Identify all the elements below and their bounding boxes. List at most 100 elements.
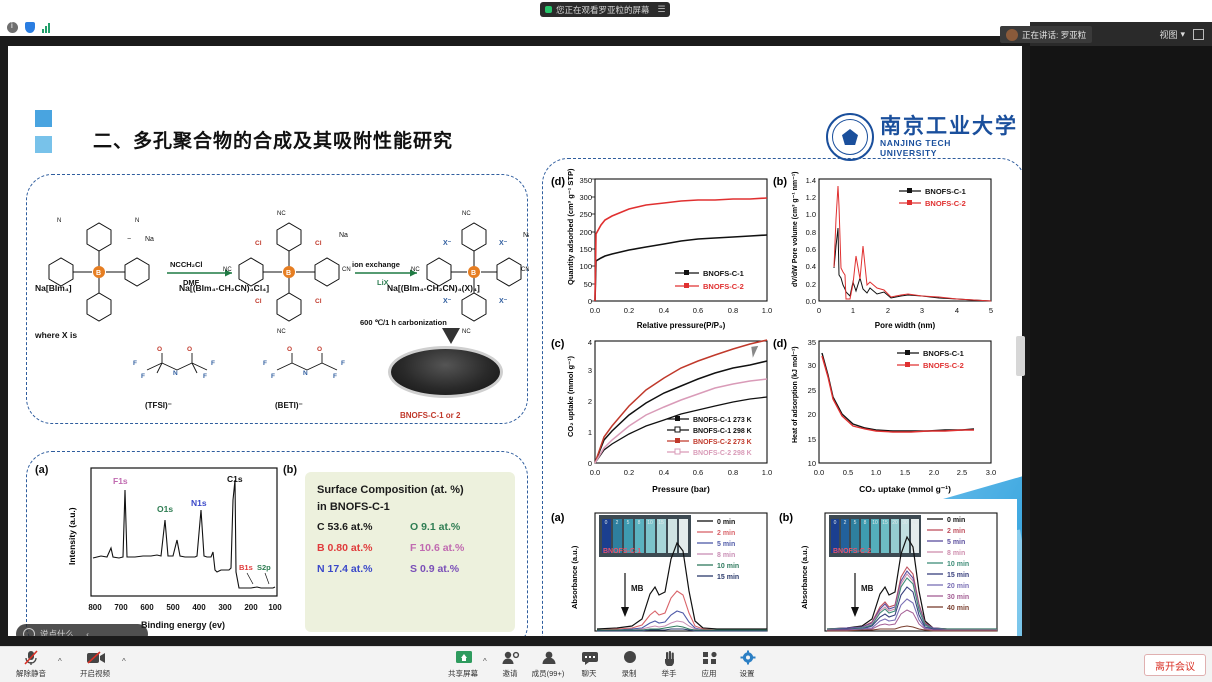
svg-text:NC: NC: [277, 329, 286, 335]
svg-text:Na: Na: [523, 232, 529, 239]
mute-label: 解除静音: [16, 669, 46, 678]
chat-input-overlay[interactable]: 说点什么... ‹: [16, 624, 148, 636]
formula-0: Na[BIm₄]: [35, 283, 72, 293]
active-speaker-label: 正在讲话: 罗亚粒: [1022, 29, 1087, 40]
panel-resize-handle[interactable]: [1016, 336, 1025, 376]
comp-el-B: B: [317, 542, 325, 554]
synthesis-scheme-box: B N N − Na NCCH₂Cl DMF: [26, 174, 532, 424]
svg-text:3: 3: [588, 366, 592, 375]
svg-text:2 min: 2 min: [717, 530, 735, 537]
toolbar-chat-button[interactable]: 聊天: [566, 650, 612, 679]
svg-text:0.6: 0.6: [693, 468, 703, 477]
svg-text:1.5: 1.5: [900, 468, 910, 477]
chat-icon: [580, 650, 598, 666]
svg-text:0.6: 0.6: [693, 306, 703, 315]
svg-text:700: 700: [114, 603, 128, 612]
share-notice-text: 您正在观看罗亚粒的屏幕: [556, 4, 650, 15]
svg-text:200: 200: [244, 603, 258, 612]
title-square-2: [35, 136, 52, 153]
info-icon[interactable]: [7, 21, 18, 33]
svg-text:0.4: 0.4: [806, 262, 816, 271]
svg-text:0.8: 0.8: [728, 468, 738, 477]
svg-text:0.4: 0.4: [659, 306, 669, 315]
svg-text:8 min: 8 min: [717, 552, 735, 559]
view-mode-button[interactable]: 视图 ▾: [1159, 28, 1185, 41]
svg-text:300: 300: [218, 603, 232, 612]
gear-icon: [738, 650, 756, 666]
svg-text:1.4: 1.4: [806, 176, 816, 185]
svg-text:NC: NC: [223, 267, 232, 273]
svg-text:−: −: [127, 236, 131, 243]
svg-text:BNOFS-C-2: BNOFS-C-2: [703, 282, 744, 291]
formula-2: Na[(BIm₄-CH₂CN)₄(X)₄]: [387, 283, 480, 293]
svg-text:F: F: [263, 360, 267, 367]
svg-text:Absorbance (a.u.): Absorbance (a.u.): [570, 545, 579, 609]
svg-text:F: F: [141, 373, 145, 380]
svg-text:BNOFS-C-1: BNOFS-C-1: [603, 548, 641, 555]
svg-text:35: 35: [808, 338, 816, 347]
svg-text:O: O: [157, 346, 162, 353]
toolbar-settings-button[interactable]: 设置: [724, 650, 770, 679]
heat-adsorption-chart: (d) Heat of adsorption (kJ mol⁻¹) 10 15 20…: [773, 338, 996, 494]
svg-text:(d): (d): [551, 176, 565, 188]
svg-text:Relative pressure(P/P₀): Relative pressure(P/P₀): [637, 321, 726, 330]
hamburger-icon[interactable]: ☰: [657, 4, 666, 14]
svg-text:1.0: 1.0: [871, 468, 881, 477]
comp-el-N: N: [317, 563, 325, 575]
emoji-icon[interactable]: [23, 628, 35, 636]
panel-caption-a-xps: (a): [35, 464, 49, 476]
share-notice-pill[interactable]: 您正在观看罗亚粒的屏幕 ☰: [540, 2, 670, 17]
toolbar-invite-button[interactable]: 邀请: [487, 650, 533, 679]
shield-icon[interactable]: [25, 21, 35, 33]
svg-text:BNOFS-C-1: BNOFS-C-1: [703, 269, 744, 278]
toolbar-participants-button[interactable]: 成员(99+): [525, 650, 571, 679]
record-icon: [620, 650, 638, 666]
video-options-chevron-icon[interactable]: ^: [122, 657, 126, 666]
share-active-dot: [545, 6, 552, 13]
svg-text:150: 150: [579, 245, 592, 254]
svg-text:3: 3: [920, 306, 924, 315]
svg-text:NC: NC: [277, 211, 286, 217]
comp-val-N: 17.4 at.%: [327, 563, 373, 575]
collapse-chevron-icon[interactable]: ‹: [86, 629, 89, 636]
speaker-avatar-icon: [1006, 28, 1018, 41]
svg-text:O: O: [317, 346, 322, 353]
svg-text:NCCH₂Cl: NCCH₂Cl: [170, 260, 203, 269]
svg-text:10: 10: [872, 520, 878, 526]
svg-text:NC: NC: [411, 267, 420, 273]
svg-text:5 min: 5 min: [717, 541, 735, 548]
toolbar-mute-button[interactable]: 解除静音: [8, 650, 54, 679]
comp-val-O: 9.1 at.%: [421, 521, 461, 533]
svg-text:C1s: C1s: [227, 474, 243, 484]
svg-text:25: 25: [808, 386, 816, 395]
svg-text:15 min: 15 min: [717, 574, 739, 581]
toolbar-record-button[interactable]: 录制: [606, 650, 652, 679]
leave-meeting-button[interactable]: 离开会议: [1144, 654, 1206, 676]
svg-text:0.0: 0.0: [590, 468, 600, 477]
svg-text:0.5: 0.5: [843, 468, 853, 477]
svg-text:10 min: 10 min: [717, 563, 739, 570]
svg-text:10: 10: [647, 520, 653, 526]
svg-text:0.0: 0.0: [590, 306, 600, 315]
toolbar-apps-button[interactable]: 应用: [686, 650, 732, 679]
product-label: BNOFS-C-1 or 2: [400, 411, 461, 420]
chat-label: 聊天: [581, 669, 597, 678]
toolbar-raise-hand-button[interactable]: 举手: [646, 650, 692, 679]
mic-options-chevron-icon[interactable]: ^: [58, 657, 62, 666]
toolbar-share-screen-button[interactable]: 共享屏幕: [440, 650, 486, 679]
svg-text:X⁻: X⁻: [443, 298, 452, 305]
share-options-chevron-icon[interactable]: ^: [483, 657, 487, 666]
svg-text:0 min: 0 min: [717, 519, 735, 526]
signal-bars-icon[interactable]: [42, 22, 53, 33]
comp-val-S: 0.9 at.%: [419, 563, 460, 575]
fullscreen-icon[interactable]: [1193, 28, 1204, 40]
svg-text:Absorbance (a.u.): Absorbance (a.u.): [800, 545, 809, 609]
svg-text:LiX: LiX: [377, 278, 389, 287]
raise-hand-label: 举手: [661, 669, 677, 678]
invite-label: 邀请: [502, 669, 518, 678]
xps-spectrum-chart: Intensity (a.u.) F1s O1s N1s C1s B1s S2p…: [67, 467, 282, 630]
svg-text:2: 2: [844, 520, 847, 526]
svg-text:800: 800: [88, 603, 102, 612]
toolbar-video-button[interactable]: 开启视频: [72, 650, 118, 679]
invite-icon: [501, 650, 520, 666]
